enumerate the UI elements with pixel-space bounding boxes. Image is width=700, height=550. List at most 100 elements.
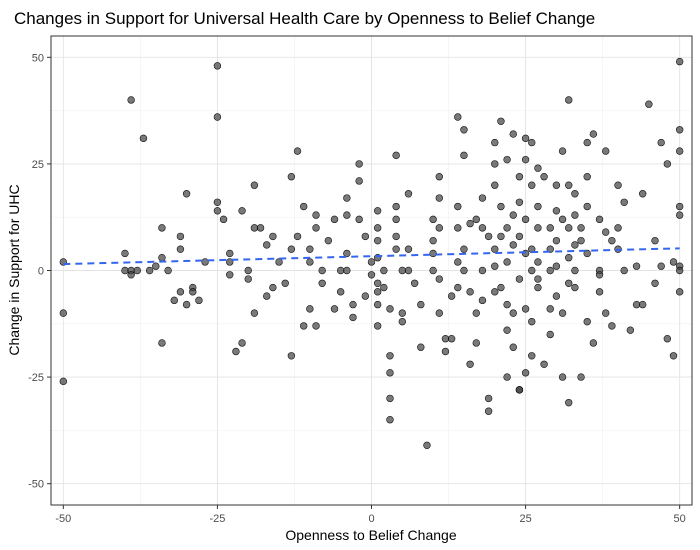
data-point [608,236,616,245]
x-tick-label: 0 [368,513,374,525]
data-point [398,309,407,317]
data-point [503,300,511,309]
data-point [330,305,339,313]
data-point [491,160,499,168]
data-point [472,215,480,224]
data-point [497,117,505,125]
data-point [349,300,357,309]
data-point [263,292,271,300]
data-point [441,335,450,343]
data-point [521,134,530,143]
data-point [373,300,382,309]
data-point [287,245,296,253]
data-point [429,215,437,224]
data-point [361,292,370,300]
data-point [675,126,684,134]
data-point [355,215,363,224]
data-point [620,266,628,275]
data-point [256,224,265,232]
data-point [121,249,129,258]
data-point [213,207,222,215]
y-tick-label: -25 [28,372,44,384]
data-point [478,194,487,202]
data-point [521,249,530,258]
data-point [565,279,573,287]
data-point [300,322,308,330]
data-point [675,147,684,155]
data-point [521,215,530,224]
data-point [454,113,462,121]
data-point [404,266,413,275]
data-point [392,245,400,253]
data-point [675,288,684,296]
data-point [201,258,209,266]
data-point [595,215,604,224]
data-point [528,138,536,147]
data-point [226,271,234,279]
data-point [466,288,474,296]
data-point [497,202,505,211]
data-point [435,224,443,232]
data-point [343,249,351,258]
data-point [565,254,573,262]
data-point [404,245,413,253]
data-point [435,173,443,181]
data-point [435,194,443,202]
data-point [373,224,382,232]
data-point [583,202,591,211]
data-point [355,177,363,185]
data-point [515,198,524,206]
data-point [675,266,684,275]
data-point [472,309,480,317]
data-point [583,249,591,258]
data-point [552,181,561,189]
data-point [466,360,474,368]
data-point [238,207,246,215]
data-point [534,258,542,266]
data-point [589,339,598,347]
data-point [410,279,419,287]
data-point [651,236,659,245]
data-point [158,254,166,262]
data-point [534,164,542,172]
data-point [484,394,493,403]
data-point [263,241,271,249]
data-point [343,194,351,202]
data-point [675,211,684,219]
data-point [632,300,641,309]
data-point [491,181,499,189]
data-point [250,224,259,232]
data-point [182,300,191,309]
data-point [281,279,289,287]
data-point [373,288,382,296]
data-point [59,377,68,386]
data-point [429,266,437,275]
data-point [127,96,135,104]
data-point [497,283,505,292]
data-point [595,288,604,296]
data-point [386,416,394,424]
data-point [669,258,678,266]
data-point [528,317,536,326]
data-point [306,258,314,266]
data-point [423,441,431,450]
data-point [460,126,468,134]
data-point [534,202,542,211]
data-point [491,262,499,270]
data-point [213,62,222,70]
data-point [349,313,357,322]
data-point [583,173,591,181]
data-point [417,300,425,309]
data-point [478,224,487,232]
data-point [417,343,425,351]
trend-layer [63,247,680,266]
data-point [503,258,511,266]
data-point [300,202,308,211]
data-point [583,138,591,147]
data-point [521,155,530,164]
data-point [669,352,678,360]
data-point [515,173,524,181]
x-tick-label: 25 [519,513,531,525]
chart-title: Changes in Support for Universal Health … [14,9,595,28]
x-axis-label: Openness to Belief Change [285,527,456,543]
